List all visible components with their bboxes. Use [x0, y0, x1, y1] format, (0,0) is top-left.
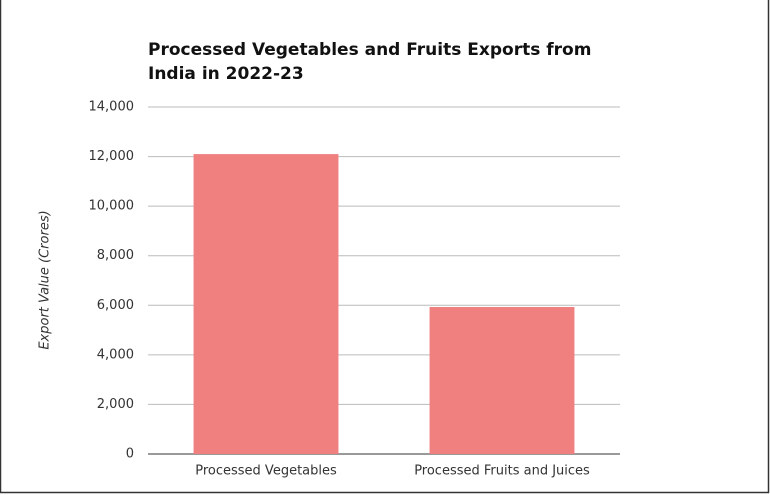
y-tick-label: 14,000	[89, 100, 135, 115]
y-tick-label: 10,000	[89, 199, 135, 214]
chart-title: Processed Vegetables and Fruits Exports …	[148, 40, 592, 84]
bar	[193, 154, 339, 455]
x-tick-label: Processed Vegetables	[195, 464, 337, 479]
y-tick-label: 6,000	[97, 298, 134, 313]
y-axis-label: Export Value (Crores)	[38, 210, 53, 349]
y-tick-label: 0	[126, 447, 134, 462]
y-tick-label: 2,000	[97, 397, 134, 412]
x-tick-label: Processed Fruits and Juices	[414, 464, 590, 479]
bar	[429, 307, 575, 454]
y-tick-label: 8,000	[97, 248, 134, 263]
y-tick-label: 4,000	[97, 347, 134, 362]
y-tick-label: 12,000	[89, 149, 135, 164]
